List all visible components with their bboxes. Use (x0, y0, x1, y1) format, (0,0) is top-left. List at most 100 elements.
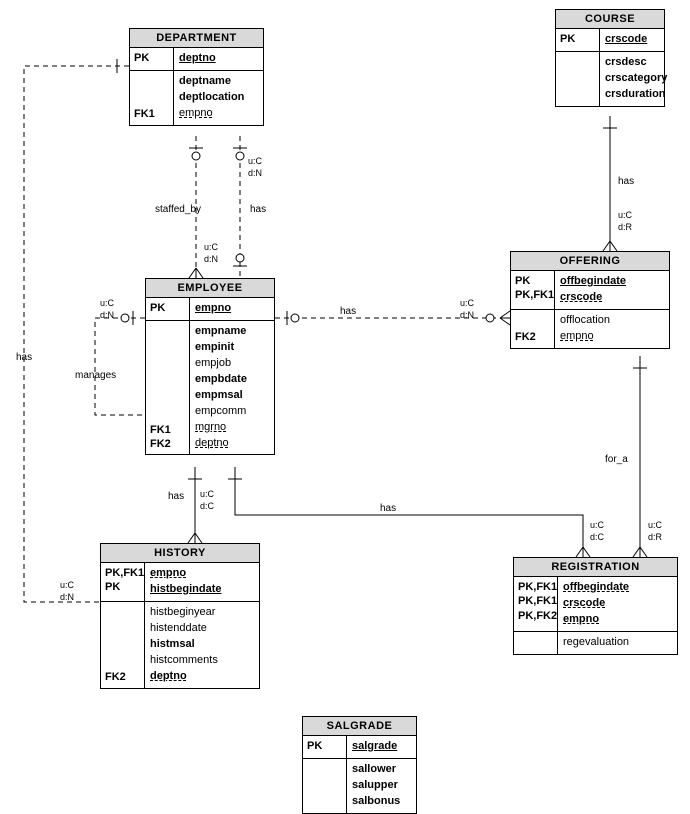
svg-text:u:C: u:C (204, 242, 219, 252)
key-column: FK1 (130, 71, 174, 125)
attr-empno: empno (563, 612, 672, 628)
key-column: PK,FK1PK,FK1PK,FK2 (514, 577, 558, 631)
entity-title: SALGRADE (303, 717, 416, 736)
entity-employee: EMPLOYEEPKempnoFK1FK2empnameempinitempjo… (145, 278, 275, 455)
attr-histmsal: histmsal (150, 637, 254, 653)
svg-text:d:N: d:N (460, 310, 474, 320)
entity-title: DEPARTMENT (130, 29, 263, 48)
attr-empcomm: empcomm (195, 404, 269, 420)
attr-deptno: deptno (195, 436, 269, 452)
attr-empbdate: empbdate (195, 372, 269, 388)
svg-text:d:C: d:C (590, 532, 605, 542)
attr-empno: empno (179, 106, 258, 122)
svg-text:d:R: d:R (648, 532, 663, 542)
entity-title: EMPLOYEE (146, 279, 274, 298)
key-column: PK (146, 298, 190, 320)
attr-column: crsdesccrscategorycrsduration (600, 52, 672, 106)
attr-deptlocation: deptlocation (179, 90, 258, 106)
attr-salbonus: salbonus (352, 794, 411, 810)
svg-text:u:C: u:C (648, 520, 663, 530)
attr-crsdesc: crsdesc (605, 55, 667, 71)
attr-salgrade: salgrade (352, 739, 411, 755)
key-column: PK (556, 29, 600, 51)
attr-column: empnameempinitempjobempbdateempmsalempco… (190, 321, 274, 455)
svg-text:u:C: u:C (618, 210, 633, 220)
svg-text:for_a: for_a (605, 454, 628, 465)
attr-column: sallowersaluppersalbonus (347, 759, 416, 813)
attr-column: deptno (174, 48, 263, 70)
attr-crscode: crscode (563, 596, 672, 612)
svg-text:u:C: u:C (200, 489, 215, 499)
svg-text:has: has (168, 491, 184, 502)
entity-course: COURSEPK crscode crsdesccrscategorycrsdura… (555, 9, 665, 107)
attr-column: deptnamedeptlocationempno (174, 71, 263, 125)
attr-deptno: deptno (179, 51, 258, 67)
entity-history: HISTORYPK,FK1PKempnohistbegindateFK2hist… (100, 543, 260, 689)
attr-empjob: empjob (195, 356, 269, 372)
key-column: PK (303, 736, 347, 758)
svg-text:u:C: u:C (100, 298, 115, 308)
svg-text:u:C: u:C (60, 580, 75, 590)
entity-offering: OFFERINGPKPK,FK1offbegindatecrscodeFK2of… (510, 251, 670, 349)
key-column (303, 759, 347, 813)
svg-text:d:R: d:R (618, 222, 633, 232)
svg-text:has: has (16, 352, 32, 363)
attr-histcomments: histcomments (150, 653, 254, 669)
key-column: PK (130, 48, 174, 70)
attr-empno: empno (195, 301, 269, 317)
attr-mgrno: mgrno (195, 420, 269, 436)
svg-text:manages: manages (75, 370, 116, 381)
attr-column: offbegindatecrscodeempno (558, 577, 677, 631)
entity-title: COURSE (556, 10, 664, 29)
entity-title: REGISTRATION (514, 558, 677, 577)
key-column: FK2 (101, 602, 145, 688)
attr-salupper: salupper (352, 778, 411, 794)
attr-column: offlocationempno (555, 310, 669, 348)
attr-crscode: crscode (560, 290, 664, 306)
attr-offlocation: offlocation (560, 313, 664, 329)
attr-column: salgrade (347, 736, 416, 758)
entity-title: OFFERING (511, 252, 669, 271)
attr-empinit: empinit (195, 340, 269, 356)
er-canvas: staffed_by u:C d:N has u:C d:N has u:C d:N manage… (0, 0, 690, 803)
entity-department: DEPARTMENTPKdeptnoFK1deptnamedeptlocatio… (129, 28, 264, 126)
svg-text:d:N: d:N (204, 254, 218, 264)
attr-column: histbeginyearhistenddatehistmsalhistcomm… (145, 602, 259, 688)
attr-empno: empno (150, 566, 254, 582)
attr-deptno: deptno (150, 669, 254, 685)
entity-registration: REGISTRATIONPK,FK1PK,FK1PK,FK2offbeginda… (513, 557, 678, 655)
attr-offbegindate: offbegindate (560, 274, 664, 290)
attr-empno: empno (560, 329, 664, 345)
svg-text:u:C: u:C (590, 520, 605, 530)
key-column (514, 632, 558, 654)
attr-column: regevaluation (558, 632, 677, 654)
svg-text:u:C: u:C (460, 298, 475, 308)
svg-text:has: has (618, 176, 634, 187)
attr-crscode: crscode (605, 32, 659, 48)
svg-text:d:N: d:N (60, 592, 74, 602)
svg-text:d:N: d:N (100, 310, 114, 320)
attr-column: empno (190, 298, 274, 320)
svg-text:has: has (340, 306, 356, 317)
attr-regevaluation: regevaluation (563, 635, 672, 651)
attr-empmsal: empmsal (195, 388, 269, 404)
attr-histbegindate: histbegindate (150, 582, 254, 598)
key-column: FK1FK2 (146, 321, 190, 455)
attr-deptname: deptname (179, 74, 258, 90)
svg-text:d:C: d:C (200, 501, 215, 511)
attr-sallower: sallower (352, 762, 411, 778)
attr-crsduration: crsduration (605, 87, 667, 103)
svg-text:staffed_by: staffed_by (155, 204, 201, 215)
attr-histbeginyear: histbeginyear (150, 605, 254, 621)
attr-offbegindate: offbegindate (563, 580, 672, 596)
key-column (556, 52, 600, 106)
attr-empname: empname (195, 324, 269, 340)
key-column: PKPK,FK1 (511, 271, 555, 309)
svg-text:d:N: d:N (248, 168, 262, 178)
entity-salgrade: SALGRADEPK salgrade sallowersaluppersalbon… (302, 716, 417, 814)
attr-column: crscode (600, 29, 664, 51)
attr-crscategory: crscategory (605, 71, 667, 87)
attr-histenddate: histenddate (150, 621, 254, 637)
entity-title: HISTORY (101, 544, 259, 563)
svg-text:has: has (250, 204, 266, 215)
